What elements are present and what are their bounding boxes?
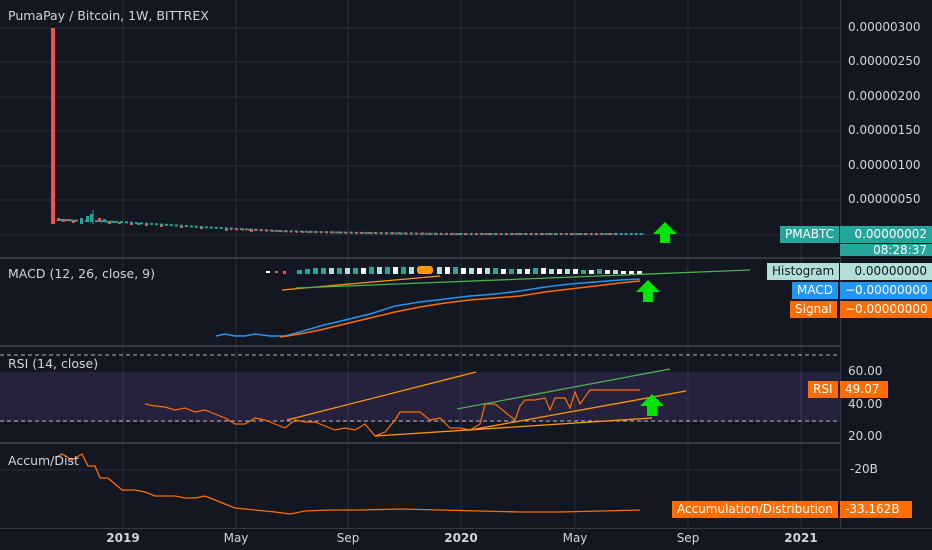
- price-tick: 0.00000300: [848, 20, 921, 34]
- signal-value-tag: −0.00000000: [840, 301, 932, 318]
- price-tick: 0.00000200: [848, 89, 921, 103]
- time-tick: May: [223, 531, 249, 545]
- ad-tick: -20B: [850, 462, 878, 476]
- rsi-label-tag: RSI: [808, 381, 838, 398]
- rsi-up-arrow-icon: [640, 394, 664, 416]
- signal-label-tag: Signal: [790, 301, 837, 318]
- rsi-value-tag: 49.07: [840, 381, 888, 398]
- chart-area[interactable]: PumaPay / Bitcoin, 1W, BITTREX MACD (12,…: [0, 0, 840, 528]
- pane-divider-macd[interactable]: [0, 257, 932, 259]
- time-tick: 2021: [784, 531, 818, 545]
- last-price-tag: 0.00000002: [840, 226, 932, 243]
- histogram-label-tag: Histogram: [767, 263, 840, 280]
- time-tick: 2020: [444, 531, 478, 545]
- chart-canvas[interactable]: [0, 0, 840, 528]
- signal-line: [279, 280, 641, 338]
- time-tick: 2019: [106, 531, 140, 545]
- symbol-title[interactable]: PumaPay / Bitcoin, 1W, BITTREX: [8, 8, 209, 23]
- macd-pane-label[interactable]: MACD (12, 26, close, 9): [8, 266, 155, 281]
- rsi-tick: 60.00: [848, 364, 883, 378]
- macd-label-tag: MACD: [792, 282, 838, 299]
- time-tick: Sep: [336, 531, 360, 545]
- price-tick: 0.00000100: [848, 158, 921, 172]
- ad-label-tag: Accumulation/Distribution: [672, 501, 838, 518]
- rsi-tick: 40.00: [848, 397, 883, 411]
- rsi-line: [144, 389, 640, 437]
- pane-divider-rsi[interactable]: [0, 345, 932, 347]
- pane-divider-ad[interactable]: [0, 442, 932, 444]
- ad-pane-label[interactable]: Accum/Dist: [8, 453, 79, 468]
- macd-up-arrow-icon: [636, 280, 660, 302]
- price-tick: 0.00000150: [848, 123, 921, 137]
- price-tick: 0.00000250: [848, 54, 921, 68]
- time-scale[interactable]: [0, 528, 932, 550]
- rsi-tick: 20.00: [848, 429, 883, 443]
- time-tick: Sep: [676, 531, 700, 545]
- price-up-arrow-icon: [653, 222, 677, 243]
- time-tick: May: [562, 531, 588, 545]
- price-candles: [51, 28, 645, 235]
- ad-value-tag: -33.162B: [840, 501, 912, 518]
- ad-line: [54, 453, 641, 515]
- countdown-tag: 08:28:37: [840, 244, 932, 256]
- macd-value-tag: −0.00000000: [840, 282, 932, 299]
- macd-histogram: [266, 266, 642, 274]
- symbol-tag: PMABTC: [780, 226, 840, 243]
- histogram-value-tag: 0.00000000: [840, 263, 932, 280]
- price-tick: 0.00000050: [848, 192, 921, 206]
- rsi-pane-label[interactable]: RSI (14, close): [8, 356, 99, 371]
- macd-line: [215, 278, 641, 337]
